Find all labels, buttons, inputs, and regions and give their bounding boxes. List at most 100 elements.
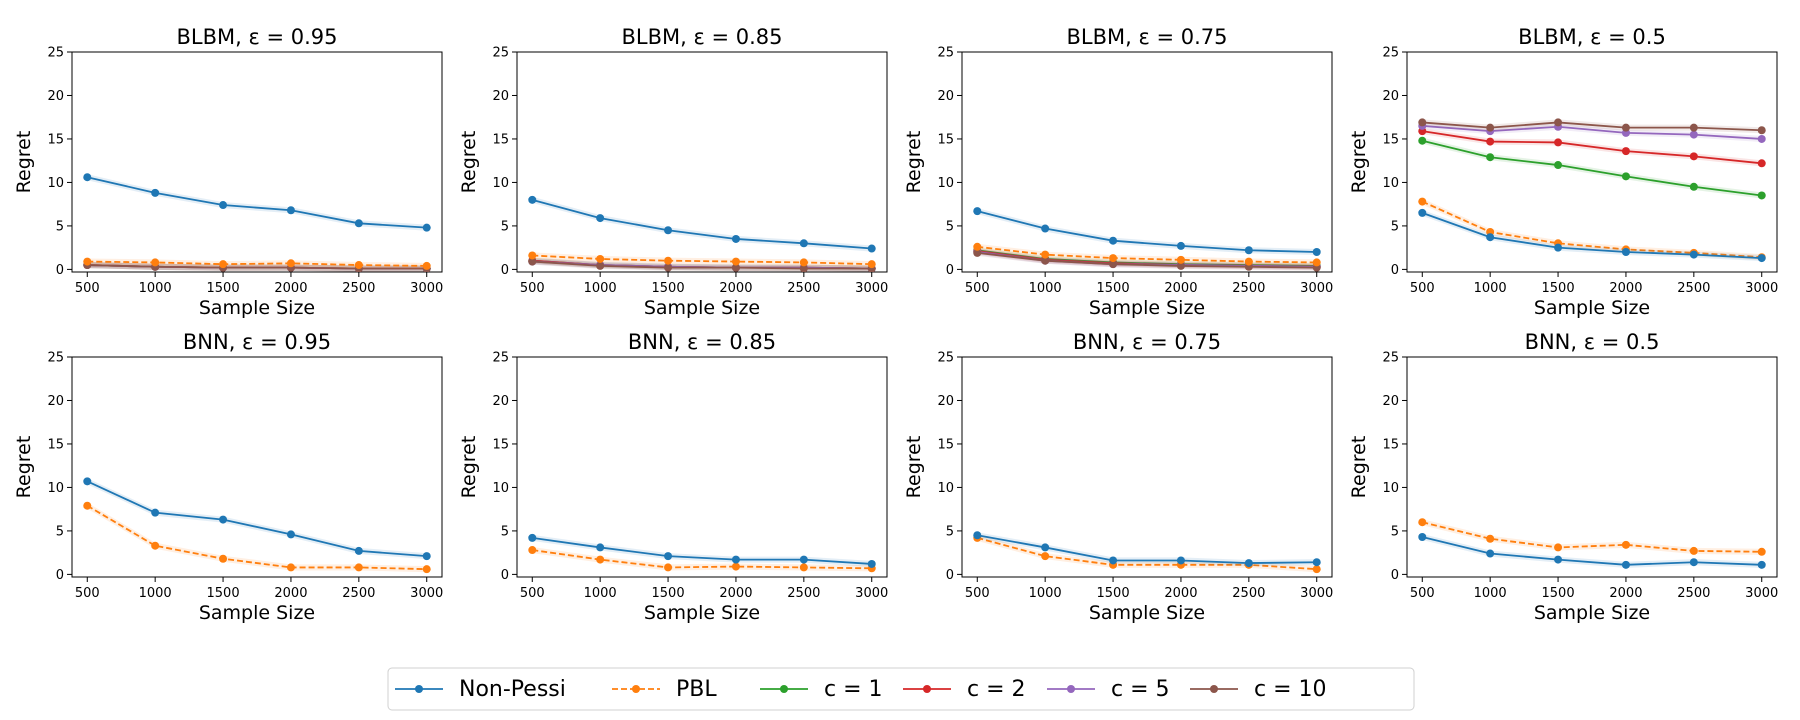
y-tick-label: 0	[501, 568, 509, 583]
y-axis-label: Regret	[1348, 436, 1370, 499]
y-axis-label: Regret	[1348, 131, 1370, 194]
y-tick-label: 5	[946, 524, 954, 539]
confidence-band	[977, 208, 1317, 256]
y-tick-label: 5	[1391, 524, 1399, 539]
data-point	[1621, 248, 1630, 256]
data-point	[596, 555, 605, 564]
chart-panel-2: BLBM, ε = 0.85 0 5 10 15 20 25 500 1000 1500 2000 2…	[458, 25, 888, 319]
data-point	[1554, 543, 1563, 552]
x-tick-label: 500	[75, 281, 100, 296]
data-point	[973, 531, 982, 540]
chart-panel-6: BNN, ε = 0.85 0 5 10 15 20 25 500 1000 1500 2000 25…	[458, 330, 888, 624]
x-tick-label: 500	[1410, 281, 1435, 296]
data-point	[1418, 197, 1427, 206]
data-point	[596, 261, 605, 270]
data-point	[731, 234, 740, 243]
series-c-10	[973, 248, 1321, 272]
x-axis-label: Sample Size	[644, 297, 760, 319]
plot-frame	[1406, 356, 1778, 578]
y-tick-label: 15	[492, 437, 509, 452]
data-point	[1554, 243, 1563, 252]
y-tick-label: 15	[1382, 132, 1399, 147]
series-c-10	[528, 257, 876, 272]
x-tick-label: 1000	[1029, 281, 1062, 296]
data-point	[354, 563, 363, 572]
confidence-band	[977, 248, 1317, 270]
x-axis-label: Sample Size	[199, 297, 315, 319]
data-point	[151, 188, 160, 197]
data-point	[1418, 208, 1427, 217]
data-point	[1418, 118, 1427, 127]
legend-label: Non-Pessi	[459, 677, 566, 702]
data-point	[1554, 138, 1563, 147]
data-point	[1244, 559, 1253, 568]
data-point	[354, 219, 363, 228]
data-point	[973, 242, 982, 251]
y-tick-label: 0	[946, 568, 954, 583]
series-pbl	[83, 257, 431, 270]
y-tick-label: 10	[1382, 481, 1399, 496]
series-line	[532, 254, 872, 266]
x-tick-label: 1500	[1097, 586, 1130, 601]
data-point	[1621, 123, 1630, 132]
y-axis-label: Regret	[458, 131, 480, 194]
series-non-pessi	[973, 531, 1321, 568]
x-axis-label: Sample Size	[1534, 297, 1650, 319]
data-point	[286, 563, 295, 572]
data-point	[1757, 191, 1766, 200]
y-axis-label: Regret	[903, 131, 925, 194]
data-point	[1041, 224, 1050, 233]
x-tick-label: 2000	[1609, 586, 1642, 601]
x-axis-label: Sample Size	[1534, 602, 1650, 624]
y-tick-label: 20	[1382, 89, 1399, 104]
series-line	[977, 534, 1317, 564]
data-point	[799, 555, 808, 564]
data-point	[1689, 250, 1698, 259]
y-tick-label: 20	[937, 89, 954, 104]
x-tick-label: 500	[965, 586, 990, 601]
data-point	[1486, 153, 1495, 162]
x-tick-label: 1500	[652, 586, 685, 601]
x-tick-label: 3000	[1300, 586, 1333, 601]
x-tick-label: 1500	[652, 281, 685, 296]
x-tick-label: 2000	[1609, 281, 1642, 296]
x-tick-label: 2500	[1232, 586, 1265, 601]
series-non-pessi	[83, 173, 431, 232]
x-tick-label: 1000	[139, 281, 172, 296]
series-line	[87, 264, 427, 270]
data-point	[1418, 518, 1427, 527]
confidence-band	[532, 534, 872, 567]
series-line	[1421, 212, 1762, 259]
data-point	[1554, 555, 1563, 564]
x-tick-label: 2000	[1164, 586, 1197, 601]
x-tick-label: 1000	[584, 281, 617, 296]
chart-panel-1: BLBM, ε = 0.95 0 5 10 15 20 25 500 1000 1500 2000 2…	[13, 25, 443, 319]
data-point	[1418, 136, 1427, 145]
data-point	[664, 226, 673, 235]
confidence-band	[977, 248, 1317, 270]
data-point	[1312, 248, 1321, 256]
data-point	[1486, 549, 1495, 558]
y-tick-label: 10	[937, 481, 954, 496]
legend-entry: c = 2	[903, 677, 1026, 702]
legend-marker	[632, 685, 640, 693]
y-tick-label: 20	[937, 394, 954, 409]
series-non-pessi	[1418, 208, 1766, 263]
data-point	[83, 477, 92, 486]
y-tick-label: 25	[937, 46, 954, 61]
data-point	[1244, 257, 1253, 266]
chart-title: BNN, ε = 0.5	[1525, 330, 1660, 354]
data-point	[219, 260, 228, 269]
y-tick-label: 20	[492, 394, 509, 409]
legend-marker	[780, 685, 788, 693]
series-line	[1422, 536, 1762, 566]
data-point	[528, 251, 537, 260]
y-tick-label: 15	[937, 132, 954, 147]
chart-panel-4: BLBM, ε = 0.5 0 5 10 15 20 25 500 1000 1500 2000 25…	[1348, 25, 1778, 319]
data-point	[867, 244, 876, 253]
y-tick-label: 10	[492, 176, 509, 191]
data-point	[528, 533, 537, 542]
x-tick-label: 2500	[787, 281, 820, 296]
data-point	[1689, 123, 1698, 132]
x-tick-label: 1500	[207, 281, 240, 296]
